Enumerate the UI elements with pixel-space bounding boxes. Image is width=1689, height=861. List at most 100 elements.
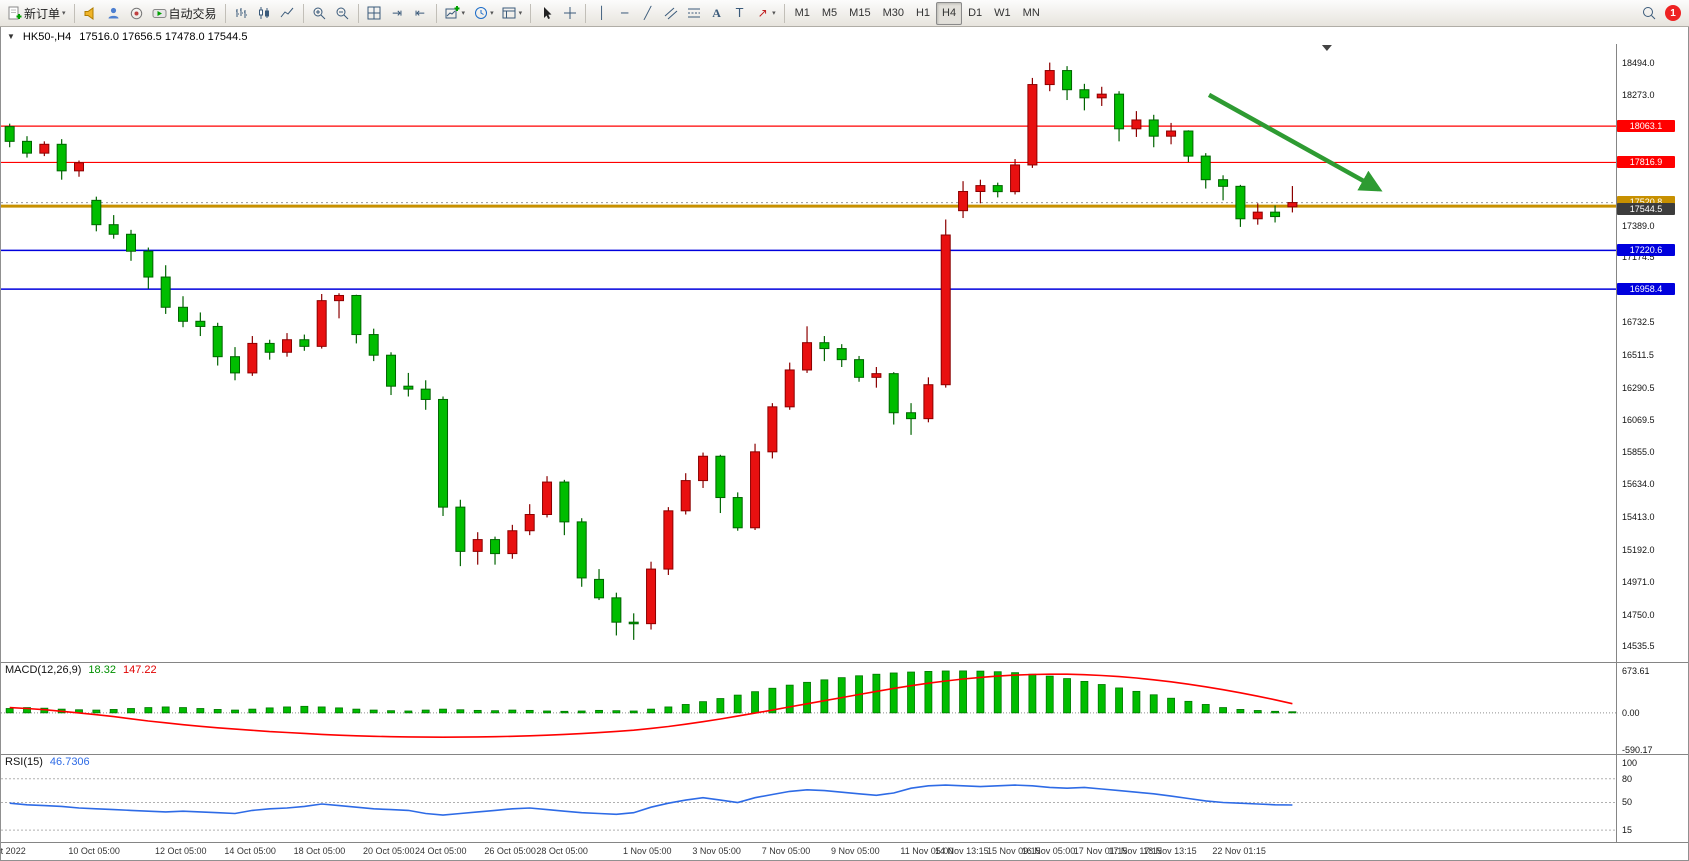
price-tick: 16511.5 bbox=[1622, 349, 1654, 360]
search-button[interactable] bbox=[1637, 2, 1660, 25]
macd-tick: 673.61 bbox=[1622, 665, 1650, 676]
date-tick: 17 Nov 01:15 bbox=[1073, 846, 1128, 856]
zoom-out-button[interactable] bbox=[331, 2, 354, 25]
tile-windows-button[interactable] bbox=[363, 2, 386, 25]
candle bbox=[178, 296, 189, 328]
timeframe-m1[interactable]: M1 bbox=[789, 2, 816, 25]
candle bbox=[871, 367, 882, 388]
macd-bar bbox=[941, 670, 950, 714]
timeframe-mn[interactable]: MN bbox=[1017, 2, 1046, 25]
macd-label: MACD(12,26,9) 18.32 147.22 bbox=[5, 664, 157, 676]
candlestick-icon bbox=[257, 6, 272, 21]
clock-icon bbox=[473, 6, 488, 21]
timeframe-h1[interactable]: H1 bbox=[910, 2, 936, 25]
new-chart-icon bbox=[445, 5, 460, 21]
timeframe-m30[interactable]: M30 bbox=[877, 2, 910, 25]
bar-chart-button[interactable] bbox=[230, 2, 253, 25]
periods-button[interactable]: ▾ bbox=[469, 2, 498, 25]
timeframe-m5[interactable]: M5 bbox=[816, 2, 843, 25]
macd-bar bbox=[248, 708, 257, 714]
macd-bar bbox=[820, 679, 829, 714]
rsi-axis[interactable]: 100 80 50 15 bbox=[1616, 755, 1688, 842]
macd-bar bbox=[733, 694, 742, 714]
macd-tick: -590.17 bbox=[1622, 744, 1653, 755]
date-tick: 14 Oct 05:00 bbox=[224, 846, 276, 856]
candle bbox=[958, 181, 969, 219]
price-axis[interactable]: 18494.0 18273.0 17389.0 17174.5 16732.5 16511… bbox=[1616, 44, 1688, 662]
zoom-in-button[interactable] bbox=[308, 2, 331, 25]
macd-bar bbox=[525, 709, 534, 714]
autotrade-button[interactable]: 自动交易 bbox=[148, 2, 221, 25]
new-order-button[interactable]: 新订单 ▾ bbox=[3, 2, 70, 25]
new-chart-button[interactable]: ▾ bbox=[441, 2, 470, 25]
separator bbox=[783, 3, 785, 23]
candle bbox=[1252, 203, 1263, 225]
macd-bar bbox=[421, 709, 430, 714]
cursor-button[interactable] bbox=[535, 2, 558, 25]
text-button[interactable]: A bbox=[705, 2, 728, 25]
price-tick: 18273.0 bbox=[1622, 90, 1655, 101]
candle bbox=[74, 160, 85, 177]
macd-bar bbox=[716, 698, 725, 714]
timeframe-d1[interactable]: D1 bbox=[962, 2, 988, 25]
price-tag: 17220.6 bbox=[1617, 244, 1675, 257]
candle bbox=[160, 265, 171, 314]
separator bbox=[530, 3, 532, 23]
price-chart-canvas[interactable] bbox=[1, 44, 1616, 662]
vertical-line-button[interactable]: │ bbox=[590, 2, 613, 25]
timeframe-w1[interactable]: W1 bbox=[988, 2, 1017, 25]
candle bbox=[247, 336, 258, 376]
rsi-chart-canvas[interactable] bbox=[1, 755, 1616, 842]
date-tick: 12 Oct 05:00 bbox=[155, 846, 207, 856]
shapes-button[interactable]: ↗ ▾ bbox=[751, 2, 780, 25]
chevron-down-icon: ▾ bbox=[461, 9, 466, 17]
templates-button[interactable]: ▾ bbox=[498, 2, 527, 25]
community-button[interactable] bbox=[102, 2, 125, 25]
candlestick-chart-button[interactable] bbox=[253, 2, 276, 25]
price-tick: 14750.0 bbox=[1622, 609, 1655, 620]
chevron-down-icon: ▾ bbox=[518, 9, 523, 17]
candle bbox=[1096, 86, 1107, 106]
candle bbox=[1044, 62, 1055, 92]
macd-bar bbox=[803, 681, 811, 714]
date-axis[interactable]: 6 Oct 2022 10 Oct 05:00 12 Oct 05:00 14 Oct… bbox=[0, 843, 1688, 860]
candle bbox=[940, 219, 951, 388]
candle bbox=[1010, 159, 1021, 195]
timeframe-m15[interactable]: M15 bbox=[843, 2, 876, 25]
macd-bar bbox=[1219, 707, 1227, 714]
macd-bar bbox=[491, 710, 499, 714]
alerts-button[interactable] bbox=[79, 2, 102, 25]
candle bbox=[490, 536, 501, 565]
price-tick: 14971.0 bbox=[1622, 577, 1655, 588]
notification-badge[interactable]: 1 bbox=[1665, 5, 1681, 21]
macd-bar bbox=[387, 710, 395, 714]
horizontal-line-button[interactable]: ─ bbox=[613, 2, 636, 25]
channel-button[interactable] bbox=[659, 2, 682, 25]
price-tick: 16069.5 bbox=[1622, 415, 1655, 426]
macd-axis[interactable]: 673.61 0.00 -590.17 bbox=[1616, 663, 1688, 755]
macd-bar bbox=[612, 710, 621, 714]
line-chart-button[interactable] bbox=[276, 2, 299, 25]
crosshair-button[interactable] bbox=[558, 2, 581, 25]
label-button[interactable]: T bbox=[728, 2, 751, 25]
price-tick: 15855.0 bbox=[1622, 446, 1655, 457]
timeframe-h4[interactable]: H4 bbox=[936, 1, 963, 25]
macd-chart-canvas[interactable] bbox=[1, 663, 1616, 754]
auto-scroll-button[interactable]: ⇥ bbox=[386, 2, 409, 25]
chart-shift-button[interactable]: ⇤ bbox=[409, 2, 432, 25]
candle bbox=[750, 443, 761, 530]
macd-bar bbox=[785, 684, 794, 714]
price-tick: 15192.0 bbox=[1622, 544, 1655, 555]
price-tick: 16290.5 bbox=[1622, 382, 1655, 393]
history-center-button[interactable] bbox=[125, 2, 148, 25]
price-tick: 15413.0 bbox=[1622, 512, 1655, 522]
collapse-icon[interactable]: ▼ bbox=[7, 32, 15, 41]
candle bbox=[91, 196, 102, 232]
label-icon: T bbox=[735, 6, 744, 20]
fibonacci-button[interactable] bbox=[682, 2, 705, 25]
candle bbox=[1148, 114, 1159, 148]
tile-windows-icon bbox=[367, 6, 382, 21]
trendline-button[interactable]: ╱ bbox=[636, 2, 659, 25]
macd-bar bbox=[993, 671, 1002, 714]
